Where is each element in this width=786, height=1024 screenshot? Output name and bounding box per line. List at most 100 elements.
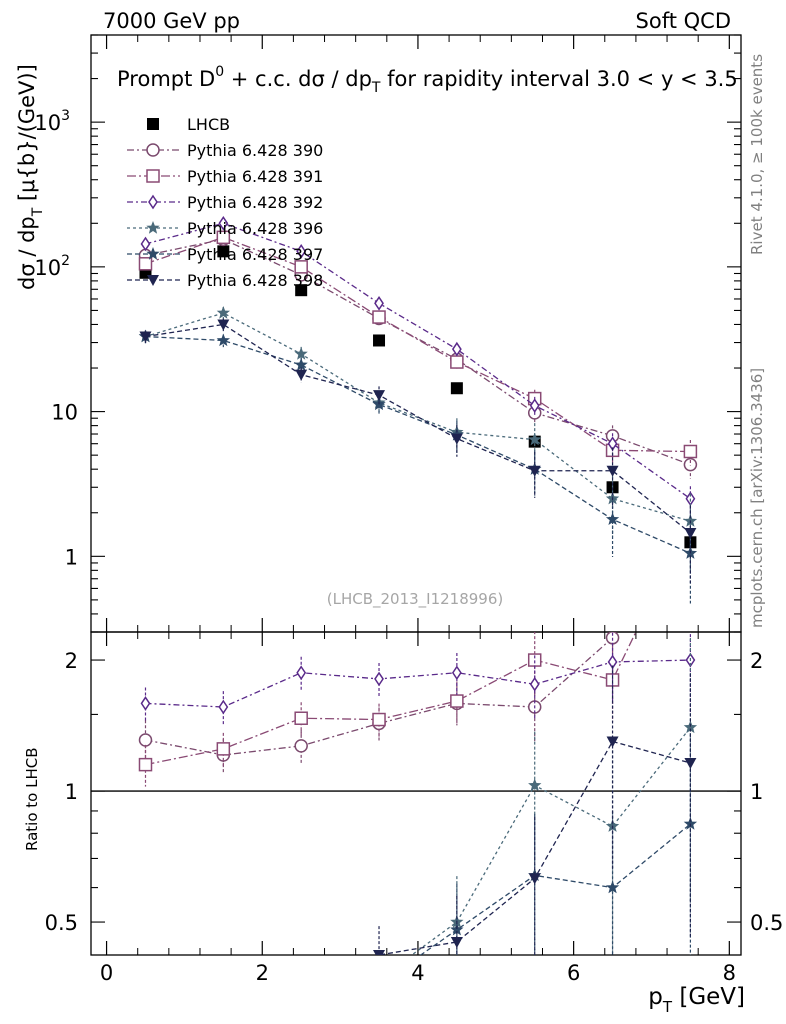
- ratio-data-point: [529, 676, 540, 692]
- ratio-data-point: [450, 694, 464, 708]
- ratio-series-line: [145, 632, 637, 766]
- data-point: [140, 236, 151, 252]
- main-chart-title: Prompt D0 + c.c. dσ / dpT for rapidity i…: [117, 64, 738, 96]
- legend-label: Pythia 6.428 396: [187, 219, 323, 238]
- data-point: [450, 433, 463, 445]
- ratio-y-tick-label-right: 1: [750, 780, 763, 804]
- series-line: [145, 238, 691, 466]
- ratio-axis-ticks: 0 2 4 6 8 0.5 0.5 1 1 2 2: [45, 632, 783, 985]
- data-point: [217, 319, 230, 331]
- legend-marker: [146, 221, 160, 234]
- ratio-data-point: [451, 665, 462, 681]
- ratio-data-point: [217, 972, 230, 985]
- legend-label: Pythia 6.428 398: [187, 271, 323, 290]
- ratio-data-point: [139, 979, 151, 990]
- ratio-data-point: [138, 757, 153, 772]
- data-point: [216, 230, 231, 245]
- legend-marker: [147, 275, 159, 286]
- ratio-y-tick-label-right: 0.5: [750, 911, 783, 935]
- legend-item: Pythia 6.428 392: [127, 193, 323, 212]
- data-point: [606, 465, 619, 477]
- ratio-data-point: [139, 972, 152, 985]
- ratio-data-point: [683, 720, 698, 734]
- legend-label: Pythia 6.428 392: [187, 193, 323, 212]
- main-y-axis-label: dσ / dpT [μ{b}/(GeV)]: [15, 64, 46, 290]
- ratio-y-tick-label: 1: [65, 780, 78, 804]
- series-line: [145, 236, 691, 453]
- data-point: [684, 527, 697, 539]
- ratio-series-line: [145, 659, 691, 708]
- ratio-data-point: [294, 711, 308, 725]
- series-pythia-6-428-398: [139, 318, 697, 584]
- ratio-y-tick-label: 2: [65, 649, 78, 673]
- data-point: [139, 331, 152, 343]
- data-point: [450, 355, 464, 369]
- ratio-plot-area: [138, 632, 698, 1018]
- data-point: [294, 260, 308, 274]
- ratio-data-point: [140, 696, 151, 711]
- series-line: [145, 335, 691, 554]
- ratio-data-point: [139, 972, 152, 985]
- reference-label: (LHCB_2013_I1218996): [327, 590, 504, 609]
- data-point: [295, 369, 308, 381]
- x-axis-label: pT [GeV]: [648, 984, 745, 1016]
- ratio-data-point: [606, 736, 619, 748]
- data-point: [374, 295, 384, 311]
- series-line: [145, 222, 691, 500]
- legend-marker: [146, 247, 160, 260]
- data-point: [216, 306, 230, 319]
- ratio-data-point: [528, 873, 541, 885]
- ratio-data-point: [374, 671, 384, 687]
- x-tick-label: 2: [256, 961, 269, 985]
- ratio-series-pythia-6-428-398: [139, 665, 697, 1018]
- data-point: [528, 465, 541, 477]
- data-point: [296, 243, 307, 259]
- rivet-side-label: Rivet 4.1.0, ≥ 100k events: [748, 54, 766, 255]
- main-axis-ticks: 1 10 102 103: [34, 34, 741, 955]
- data-point: [373, 334, 386, 347]
- legend-item: Pythia 6.428 397: [127, 245, 323, 264]
- legend-item: LHCB: [147, 115, 230, 134]
- ratio-data-point: [683, 817, 698, 830]
- data-point: [372, 310, 386, 324]
- ratio-data-point: [373, 950, 386, 955]
- data-point: [138, 257, 153, 271]
- y-tick-label: 103: [34, 108, 70, 135]
- legend-item: Pythia 6.428 396: [127, 219, 323, 238]
- data-point: [683, 444, 698, 459]
- ratio-data-point: [684, 757, 697, 769]
- y-tick-label: 10: [51, 401, 78, 425]
- ratio-y-axis-label: Ratio to LHCB: [23, 747, 41, 851]
- ratio-y-tick-label: 0.5: [45, 911, 78, 935]
- legend-marker: [147, 118, 159, 130]
- ratio-data-point: [218, 699, 229, 715]
- data-point: [528, 432, 542, 446]
- legend-marker: [148, 194, 158, 210]
- data-point: [529, 398, 540, 413]
- ratio-data-point: [450, 922, 464, 936]
- data-point: [294, 358, 308, 371]
- x-tick-label: 0: [100, 961, 113, 985]
- ratio-data-point: [217, 1007, 229, 1018]
- ratio-data-point: [372, 972, 385, 985]
- ratio-data-point: [372, 712, 386, 727]
- x-tick-label: 8: [723, 961, 736, 985]
- legend-marker: [146, 143, 160, 157]
- ratio-data-point: [295, 972, 308, 985]
- data-point: [605, 512, 620, 525]
- data-point: [295, 284, 308, 297]
- main-plot-area: [138, 215, 698, 604]
- legend-label: LHCB: [187, 115, 230, 134]
- legend-label: Pythia 6.428 390: [187, 141, 323, 160]
- legend-item: Pythia 6.428 391: [127, 167, 323, 186]
- x-tick-label: 4: [411, 961, 424, 985]
- ratio-data-point: [296, 665, 307, 681]
- legend-item: Pythia 6.428 398: [127, 271, 323, 290]
- ratio-data-point: [450, 936, 463, 948]
- ratio-data-point: [605, 880, 620, 894]
- ratio-data-point: [372, 977, 385, 990]
- data-point: [373, 390, 386, 402]
- ratio-data-point: [528, 778, 542, 792]
- ratio-data-point: [138, 733, 153, 747]
